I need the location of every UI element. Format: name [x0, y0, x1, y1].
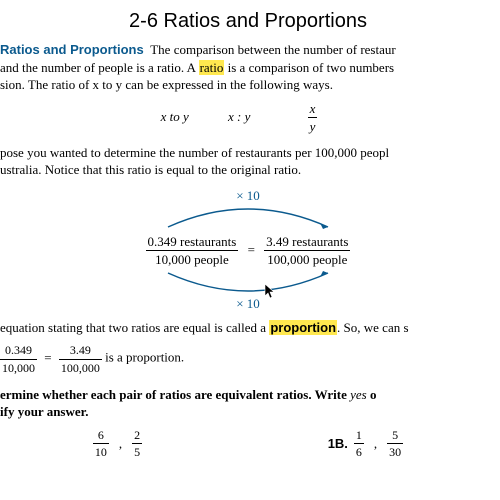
p1b-den: 5: [132, 444, 142, 460]
problem-label-1b: 1B.: [328, 435, 348, 453]
times-bottom-label: × 10: [88, 295, 408, 313]
intro-text-2: and the number of people is a ratio. A: [0, 60, 199, 75]
para2-line1: pose you wanted to determine the number …: [0, 145, 389, 160]
page-title: 2-6 Ratios and Proportions: [0, 8, 496, 35]
arc-top-icon: [148, 199, 348, 229]
diag-frac-right: 3.49 restaurants 100,000 people: [264, 233, 350, 269]
diag-frac-left: 0.349 restaurants 10,000 people: [146, 233, 239, 269]
comma-1: ,: [119, 435, 122, 453]
pf1-num: 0.349: [0, 342, 37, 359]
intro-text-1: The comparison between the number of res…: [150, 42, 395, 57]
paragraph-2: pose you wanted to determine the number …: [0, 144, 496, 179]
prop-frac-2: 3.49 100,000: [59, 342, 102, 375]
yes-italic: yes: [350, 387, 367, 402]
p1-frac-a: 6 10: [93, 427, 109, 460]
pf2-den: 100,000: [59, 360, 102, 376]
diag-right-den: 100,000 people: [264, 251, 350, 269]
prompt-line1b: o: [367, 387, 377, 402]
intro-paragraph: Ratios and Proportions The comparison be…: [0, 41, 496, 94]
p2-frac-b: 5 30: [387, 427, 403, 460]
para3-a: equation stating that two ratios are equ…: [0, 320, 269, 335]
diag-left-num: 0.349 restaurants: [146, 233, 239, 252]
problem-1a: 6 10 , 2 5: [93, 427, 142, 460]
p2a-den: 6: [354, 444, 364, 460]
p2-frac-a: 1 6: [354, 427, 364, 460]
paragraph-3: equation stating that two ratios are equ…: [0, 319, 496, 337]
section-heading: Ratios and Proportions: [0, 42, 144, 57]
frac-den: y: [308, 118, 318, 136]
highlight-proportion: proportion: [269, 320, 337, 335]
p1a-num: 6: [93, 427, 109, 444]
problems-section: ermine whether each pair of ratios are e…: [0, 386, 496, 460]
p2b-num: 5: [387, 427, 403, 444]
diag-left-den: 10,000 people: [146, 251, 239, 269]
para2-line2: ustralia. Notice that this ratio is equa…: [0, 162, 301, 177]
ratio-diagram: × 10 0.349 restaurants 10,000 people = 3…: [88, 185, 408, 315]
para3-b: . So, we can s: [337, 320, 409, 335]
p2a-num: 1: [354, 427, 364, 444]
p1b-num: 2: [132, 427, 142, 444]
notation-words: x to y: [161, 109, 189, 124]
highlight-ratio: ratio: [199, 60, 225, 75]
proportion-example: 0.349 10,000 = 3.49 100,000 is a proport…: [0, 342, 496, 375]
prop-frac-1: 0.349 10,000: [0, 342, 37, 375]
p1-frac-b: 2 5: [132, 427, 142, 460]
diag-right-num: 3.49 restaurants: [264, 233, 350, 252]
frac-num: x: [308, 100, 318, 119]
intro-text-4: sion. The ratio of x to y can be express…: [0, 77, 333, 92]
para3-c: is a proportion.: [105, 350, 184, 365]
comma-2: ,: [374, 435, 377, 453]
p1a-den: 10: [93, 444, 109, 460]
page: 2-6 Ratios and Proportions Ratios and Pr…: [0, 0, 500, 468]
problem-row: 6 10 , 2 5 1B. 1 6 , 5 30: [0, 427, 496, 460]
p2b-den: 30: [387, 444, 403, 460]
pf1-den: 10,000: [0, 360, 37, 376]
intro-text-3: is a comparison of two numbers: [224, 60, 394, 75]
notation-fraction: x y: [290, 100, 336, 136]
problem-1b: 1B. 1 6 , 5 30: [328, 427, 403, 460]
problem-prompt: ermine whether each pair of ratios are e…: [0, 386, 496, 421]
equals-sign: =: [248, 242, 255, 257]
diagram-equation: 0.349 restaurants 10,000 people = 3.49 r…: [88, 233, 408, 269]
prompt-line1: ermine whether each pair of ratios are e…: [0, 387, 350, 402]
ratio-notations: x to y x : y x y: [0, 100, 496, 136]
pf2-num: 3.49: [59, 342, 102, 359]
prompt-line2: ify your answer.: [0, 404, 88, 419]
equals-sign-2: =: [44, 350, 51, 365]
notation-colon: x : y: [228, 109, 250, 124]
